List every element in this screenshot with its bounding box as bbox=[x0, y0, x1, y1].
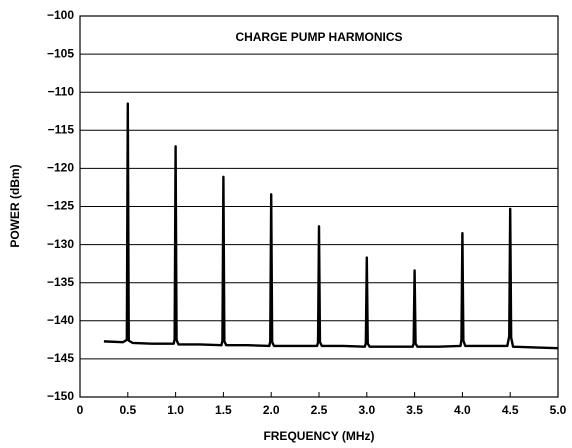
spectrum-line bbox=[103, 102, 559, 350]
x-tick-label: 1.0 bbox=[167, 403, 184, 417]
y-tick-label: −135 bbox=[47, 275, 74, 289]
x-tick-label: 3.5 bbox=[406, 403, 423, 417]
y-tick-label: −150 bbox=[47, 389, 74, 403]
x-tick-label: 2.5 bbox=[311, 403, 328, 417]
y-tick-label: −110 bbox=[48, 84, 75, 98]
x-tick-label: 4.0 bbox=[454, 403, 471, 417]
x-axis-label: FREQUENCY (MHz) bbox=[263, 429, 374, 443]
y-axis-label: POWER (dBm) bbox=[8, 164, 22, 247]
x-tick-label: 1.5 bbox=[215, 403, 232, 417]
x-tick-label: 0.5 bbox=[119, 403, 136, 417]
x-tick-label: 5.0 bbox=[550, 403, 567, 417]
chart-title: CHARGE PUMP HARMONICS bbox=[235, 30, 402, 44]
x-tick-label: 0 bbox=[77, 403, 84, 417]
y-tick-label: −130 bbox=[47, 237, 74, 251]
plot-frame bbox=[79, 15, 559, 398]
x-tick-label: 2.0 bbox=[263, 403, 280, 417]
y-tick-label: −115 bbox=[48, 122, 75, 136]
y-tick-label: −120 bbox=[47, 161, 74, 175]
x-tick-label: 3.0 bbox=[358, 403, 375, 417]
y-tick-label: −100 bbox=[47, 8, 74, 22]
y-tick-label: −125 bbox=[47, 199, 74, 213]
x-tick-label: 4.5 bbox=[502, 403, 519, 417]
y-tick-label: −105 bbox=[47, 46, 74, 60]
y-tick-label: −145 bbox=[47, 351, 74, 365]
y-tick-label: −140 bbox=[47, 313, 74, 327]
